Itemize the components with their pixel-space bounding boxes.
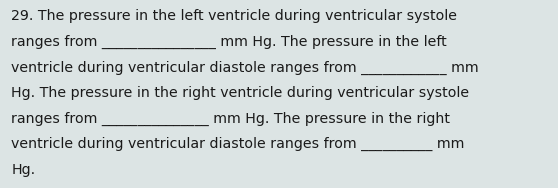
- Text: ventricle during ventricular diastole ranges from ____________ mm: ventricle during ventricular diastole ra…: [11, 61, 479, 75]
- Text: ventricle during ventricular diastole ranges from __________ mm: ventricle during ventricular diastole ra…: [11, 137, 464, 151]
- Text: Hg.: Hg.: [11, 163, 35, 177]
- Text: 29. The pressure in the left ventricle during ventricular systole: 29. The pressure in the left ventricle d…: [11, 9, 457, 23]
- Text: ranges from ________________ mm Hg. The pressure in the left: ranges from ________________ mm Hg. The …: [11, 35, 447, 49]
- Text: Hg. The pressure in the right ventricle during ventricular systole: Hg. The pressure in the right ventricle …: [11, 86, 469, 100]
- Text: ranges from _______________ mm Hg. The pressure in the right: ranges from _______________ mm Hg. The p…: [11, 112, 450, 126]
